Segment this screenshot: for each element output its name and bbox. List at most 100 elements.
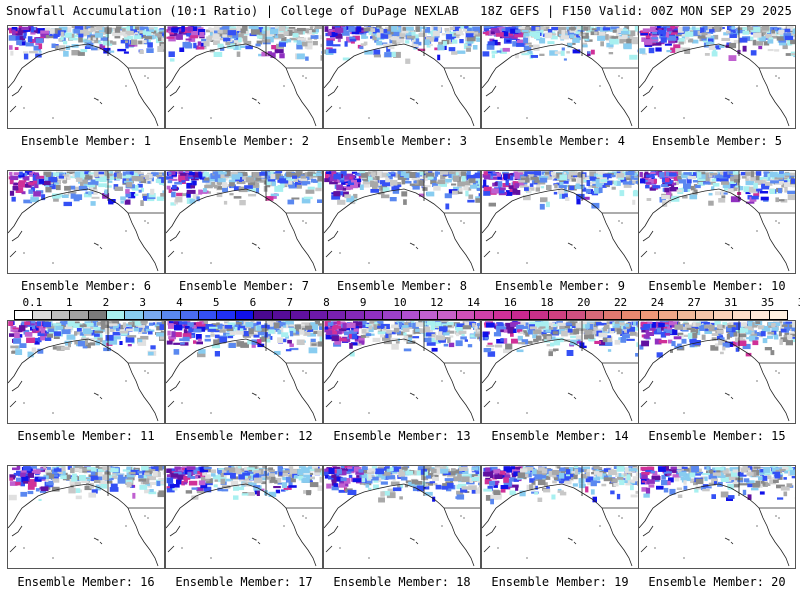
coastline xyxy=(639,321,795,422)
snow-cell xyxy=(544,171,550,175)
snow-cell xyxy=(619,190,625,197)
snow-cell xyxy=(373,177,377,180)
snow-cell xyxy=(344,331,352,336)
snow-cell xyxy=(425,326,431,333)
snow-cell xyxy=(425,491,433,496)
snow-cell xyxy=(611,186,616,190)
snow-cell xyxy=(500,338,504,342)
snow-cell xyxy=(604,180,613,186)
snow-cell xyxy=(541,472,547,476)
snow-cell xyxy=(750,28,758,32)
snow-cell xyxy=(232,32,239,39)
snow-cell xyxy=(261,28,266,34)
snow-cell xyxy=(331,478,340,482)
snow-cell xyxy=(586,180,591,186)
snow-cell xyxy=(412,486,418,492)
island xyxy=(52,117,54,119)
ensemble-map-panel xyxy=(165,170,323,274)
snow-cell xyxy=(253,334,260,338)
snow-cell xyxy=(205,180,211,185)
snow-cell xyxy=(207,327,216,332)
snow-cell xyxy=(496,339,504,344)
snow-cell xyxy=(684,49,691,54)
snow-cell xyxy=(730,31,739,36)
snow-cell xyxy=(762,26,770,31)
snow-cell xyxy=(324,321,331,327)
snow-cell xyxy=(27,36,33,43)
snow-cell xyxy=(294,28,303,35)
snow-cell xyxy=(335,33,343,39)
snow-cell xyxy=(90,330,98,336)
snow-cell xyxy=(576,177,584,184)
snow-cell xyxy=(548,327,555,333)
snow-cell xyxy=(289,343,294,347)
snow-cell xyxy=(507,329,513,334)
snow-cell xyxy=(530,172,537,177)
snow-cell xyxy=(188,175,193,178)
snow-cell xyxy=(255,473,260,479)
snow-cell xyxy=(401,179,406,185)
snow-cell xyxy=(401,325,409,331)
snow-cell xyxy=(730,176,736,183)
snow-cell xyxy=(188,327,194,333)
snow-cell xyxy=(28,26,34,29)
snow-cell xyxy=(464,339,468,342)
snow-cell xyxy=(404,322,412,326)
snow-cell xyxy=(661,195,670,200)
snow-cell xyxy=(217,469,225,475)
snow-cell xyxy=(414,481,423,485)
snow-cell xyxy=(383,43,392,47)
snow-cell xyxy=(289,330,294,337)
snow-cell xyxy=(722,346,726,351)
snow-cell xyxy=(729,42,737,49)
snow-cell xyxy=(227,30,236,36)
snow-cell xyxy=(278,471,283,475)
snow-cell xyxy=(452,39,458,44)
snow-cell xyxy=(80,49,88,53)
snow-cell xyxy=(697,171,706,176)
snow-cell xyxy=(415,322,425,327)
snow-cell xyxy=(677,332,684,337)
snow-cell xyxy=(708,181,716,185)
snow-cell xyxy=(174,181,182,185)
snow-cell xyxy=(235,341,245,347)
snow-cell xyxy=(169,58,175,62)
snow-cell xyxy=(466,482,475,485)
snow-cell xyxy=(615,180,621,186)
snow-cell xyxy=(234,324,239,327)
snow-cell xyxy=(185,171,190,174)
snow-cell xyxy=(381,194,390,199)
snow-cell xyxy=(755,321,761,324)
snow-cell xyxy=(521,339,529,345)
snow-cell xyxy=(9,179,14,185)
snow-cell xyxy=(327,29,337,33)
snow-cell xyxy=(45,182,49,189)
snow-cell xyxy=(733,173,741,180)
snow-cell xyxy=(361,34,367,39)
snow-cell xyxy=(133,327,139,332)
snow-cell xyxy=(160,43,164,48)
snow-cell xyxy=(754,180,764,185)
snow-cell xyxy=(307,329,314,332)
island xyxy=(463,222,465,224)
snow-cell xyxy=(581,173,586,179)
snow-cell xyxy=(709,28,716,33)
snow-cell xyxy=(93,326,100,330)
snow-cell xyxy=(765,181,773,186)
snow-cell xyxy=(134,32,138,38)
snow-cell xyxy=(124,199,131,205)
snow-cell xyxy=(397,174,407,180)
snow-cell xyxy=(755,336,759,340)
snow-cell xyxy=(187,26,193,32)
snow-cell xyxy=(665,171,670,177)
snow-cell xyxy=(645,35,651,39)
snow-cell xyxy=(126,481,132,488)
snow-cell xyxy=(426,191,435,197)
snow-cell xyxy=(525,174,532,181)
snow-cell xyxy=(110,477,114,481)
snow-cell xyxy=(699,325,706,331)
snow-cell xyxy=(677,171,682,176)
snow-cell xyxy=(575,323,583,328)
snow-cell xyxy=(21,476,29,483)
snow-cell xyxy=(398,322,403,328)
